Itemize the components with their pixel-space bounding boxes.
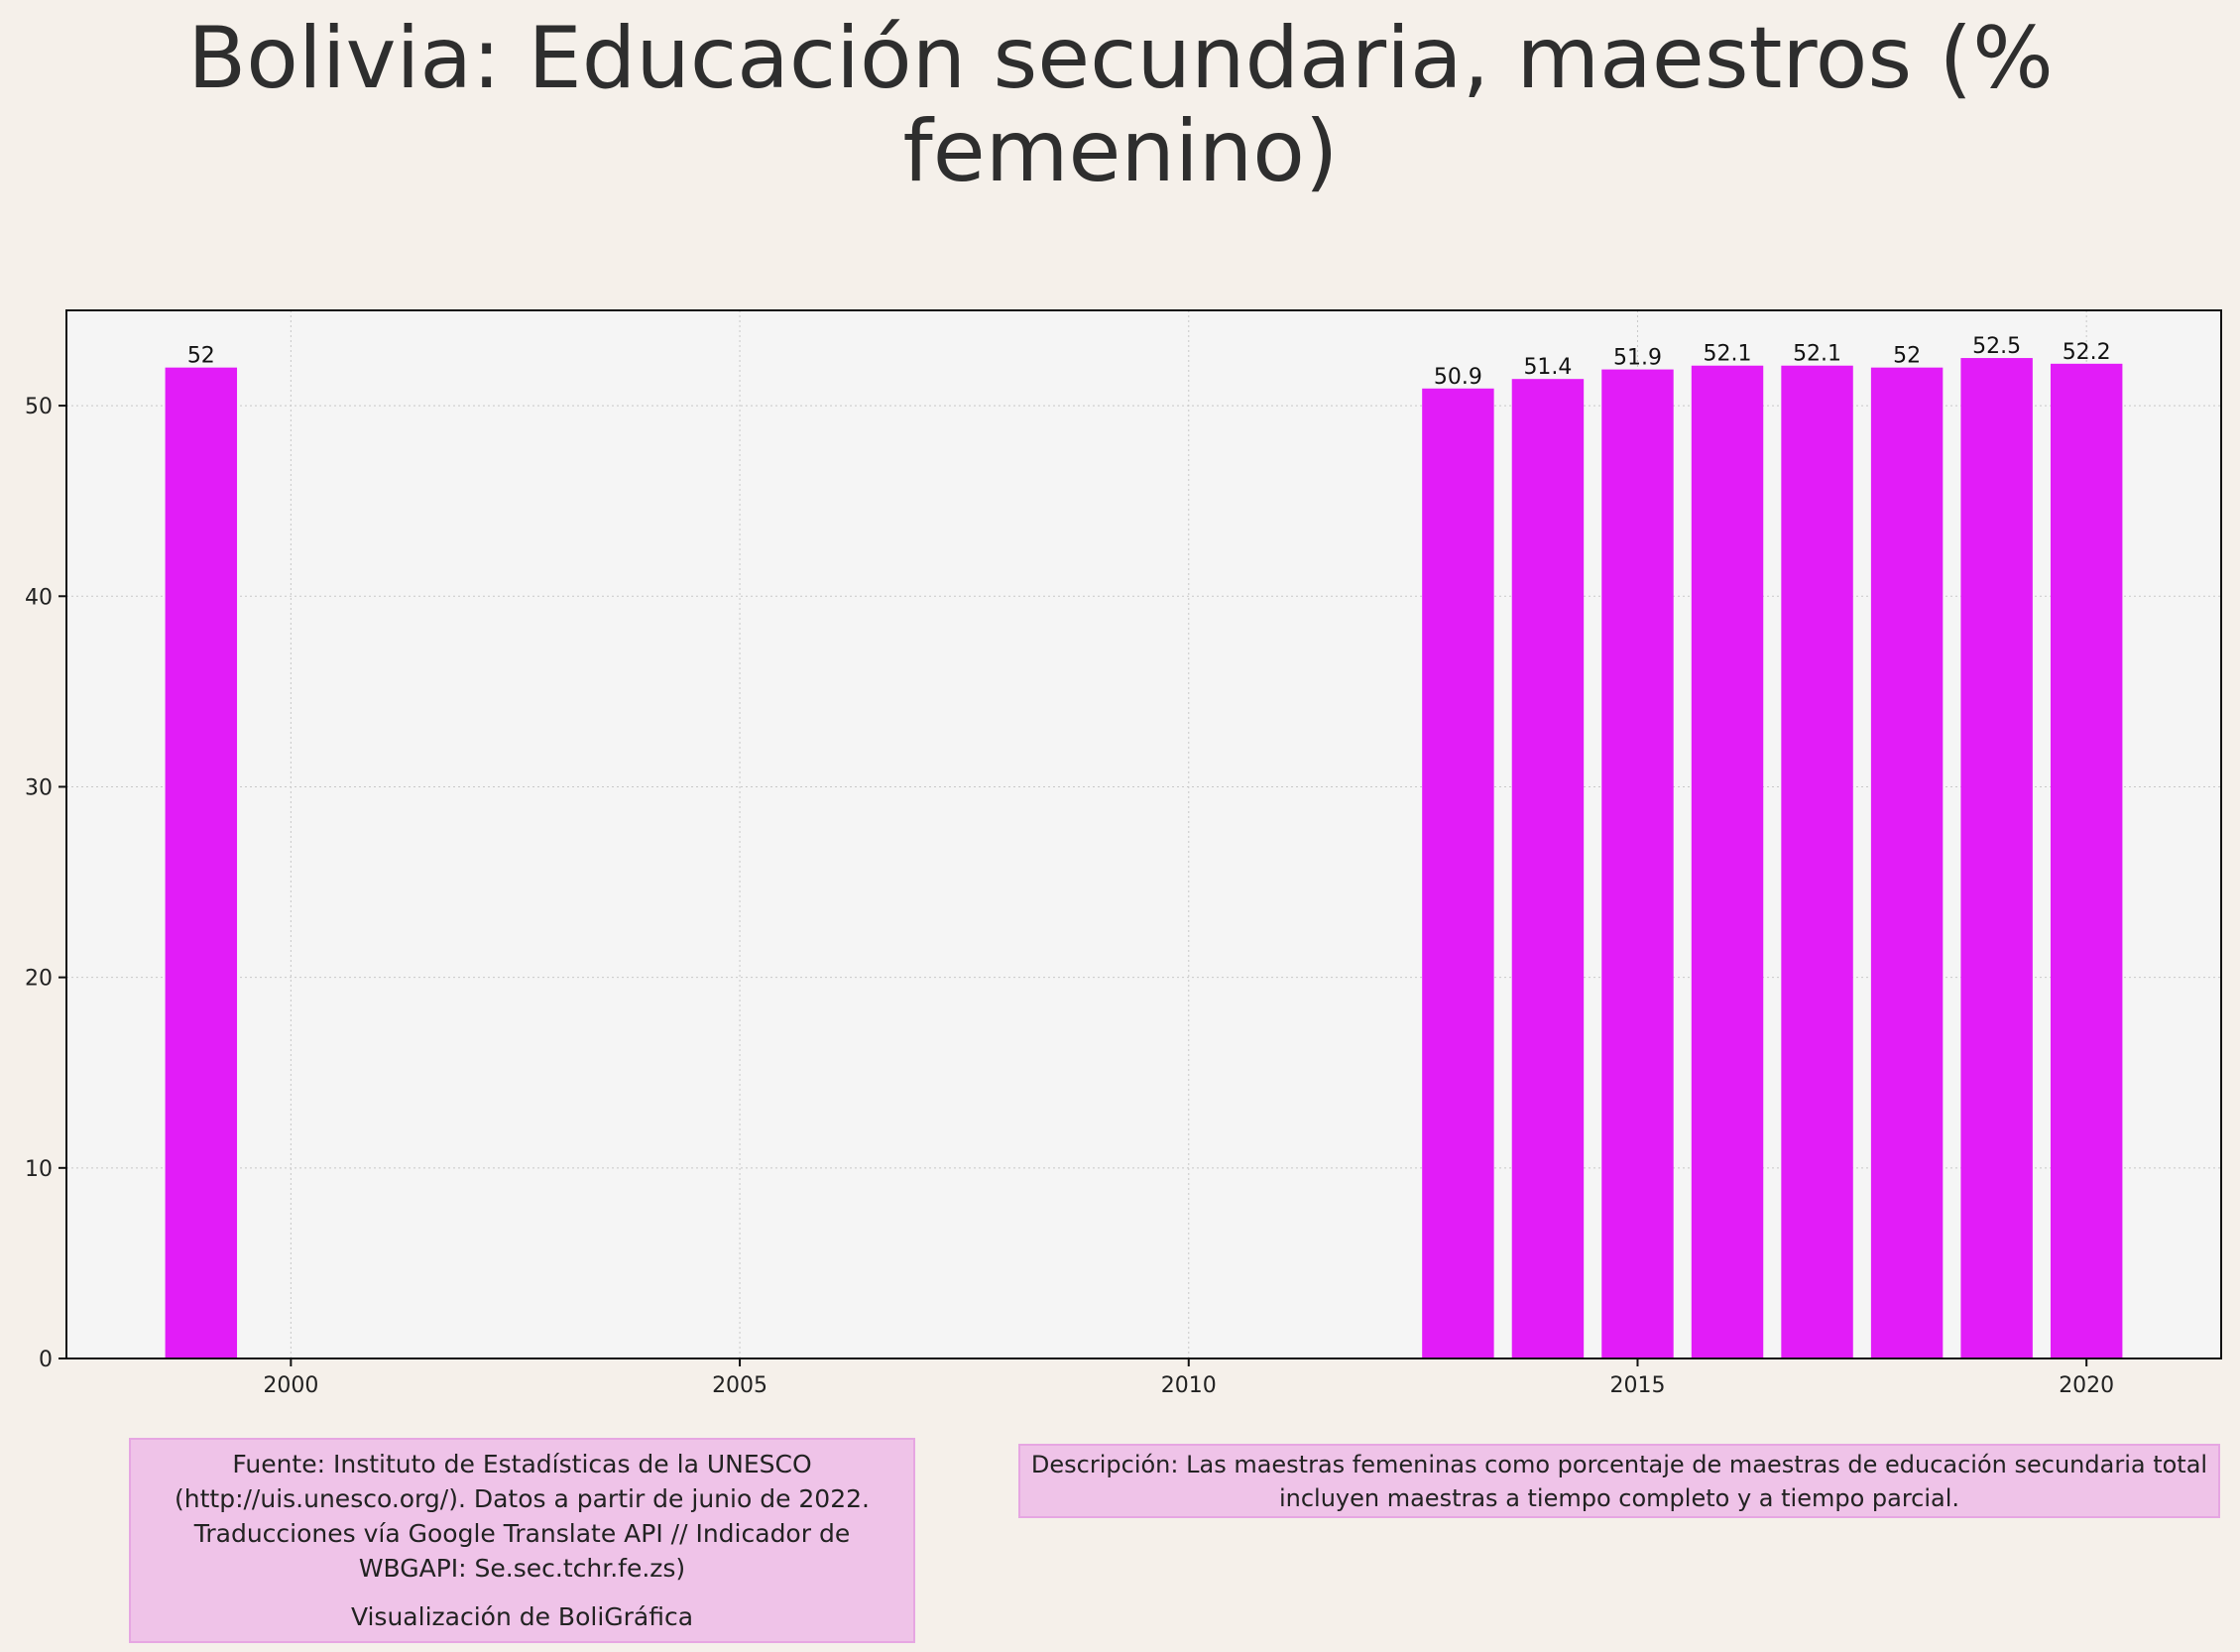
description-note: Descripción: Las maestras femeninas como… — [1018, 1444, 2220, 1518]
data-label: 51.9 — [1613, 346, 1662, 371]
x-tick-label: 2010 — [1161, 1373, 1217, 1398]
bar — [1781, 365, 1853, 1358]
y-tick-label: 30 — [25, 775, 53, 800]
x-tick-label: 2015 — [1609, 1373, 1665, 1398]
data-label: 50.9 — [1434, 365, 1482, 390]
data-label: 52.5 — [1972, 334, 2021, 359]
y-tick-label: 50 — [25, 395, 53, 419]
y-tick-label: 10 — [25, 1157, 53, 1182]
y-tick-label: 40 — [25, 585, 53, 610]
bar — [1691, 365, 1764, 1358]
axis-ticks: 2000 2005 2010 2015 2020 0 10 20 30 40 50 — [25, 395, 2114, 1398]
data-label: 51.4 — [1523, 355, 1572, 380]
y-tick-label: 20 — [25, 967, 53, 992]
bar — [1870, 367, 1944, 1358]
x-tick-label: 2020 — [2059, 1373, 2114, 1398]
bar — [1960, 358, 2033, 1359]
data-label: 52.1 — [1793, 342, 1841, 367]
bar — [1422, 388, 1494, 1358]
data-label: 52.2 — [2063, 340, 2111, 365]
bar — [1511, 379, 1585, 1359]
data-label: 52 — [187, 344, 215, 369]
chart-title: Bolivia: Educación secundaria, maestros … — [187, 9, 2054, 201]
y-tick-label: 0 — [39, 1348, 53, 1372]
source-note: Fuente: Instituto de Estadísticas de la … — [129, 1438, 915, 1643]
bars: 52 50.9 51.4 51.9 52.1 52.1 52 52.5 52.2 — [165, 334, 2123, 1359]
plot-frame — [65, 309, 2222, 1359]
plot-area — [66, 310, 2221, 1358]
x-tick-label: 2000 — [263, 1373, 318, 1398]
bar — [2050, 363, 2123, 1358]
bar — [165, 367, 238, 1358]
credit-text: Visualización de BoliGráfica — [350, 1602, 694, 1631]
source-text: Fuente: Instituto de Estadísticas de la … — [175, 1450, 870, 1583]
x-tick-label: 2005 — [712, 1373, 767, 1398]
bar — [1601, 369, 1674, 1358]
data-label: 52.1 — [1704, 342, 1752, 367]
data-label: 52 — [1893, 344, 1921, 369]
